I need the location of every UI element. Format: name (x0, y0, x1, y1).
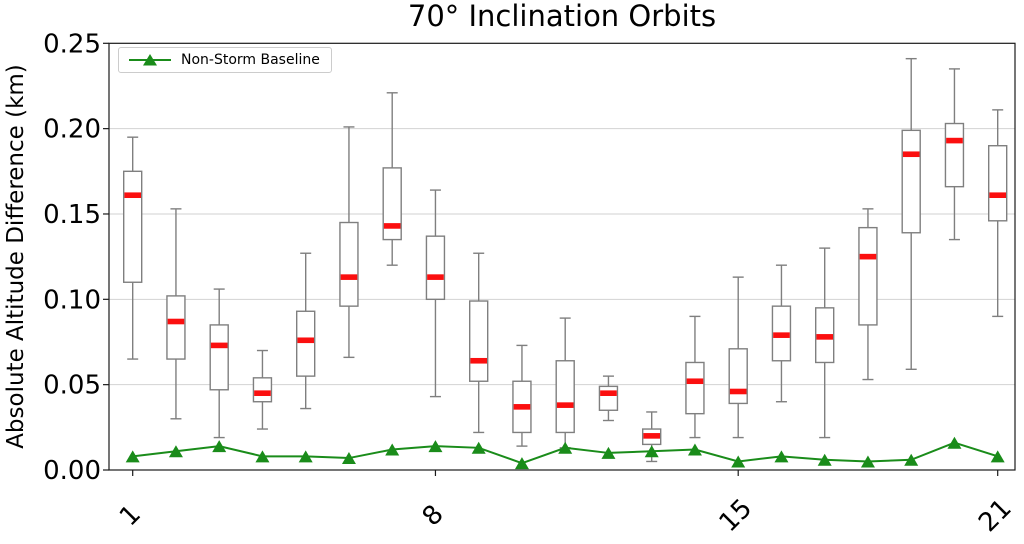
iqr-box (339, 221, 359, 307)
box-plot-item-21 (988, 109, 1008, 318)
baseline-marker-18 (860, 455, 875, 468)
box-plot-item-7 (382, 92, 402, 266)
baseline-marker-3 (212, 440, 227, 453)
baseline-marker-21 (990, 450, 1005, 463)
x-tick-label-15: 15 (714, 493, 759, 538)
median-line (297, 337, 314, 344)
iqr-box (425, 235, 446, 301)
iqr-box (988, 145, 1008, 222)
baseline-marker-17 (817, 453, 832, 466)
y-tick-label-0.10: 0.10 (43, 285, 101, 315)
legend-line-triangle-icon (129, 54, 171, 66)
median-line (989, 192, 1006, 199)
y-tick-label-0.25: 0.25 (43, 29, 101, 59)
box-plot-item-12 (598, 375, 619, 422)
median-line (340, 274, 358, 280)
iqr-box (252, 377, 273, 403)
baseline-marker-14 (687, 443, 702, 456)
box-plot-item-1 (122, 136, 143, 360)
median-line (686, 378, 704, 385)
iqr-box (858, 226, 878, 326)
median-line (427, 274, 444, 280)
y-tick-label-0.05: 0.05 (43, 371, 101, 401)
x-tick-label-8: 8 (417, 499, 450, 532)
median-line (556, 402, 574, 408)
baseline-marker-9 (471, 441, 486, 454)
box-plot-item-13 (642, 411, 662, 463)
iqr-box (685, 361, 705, 415)
median-line (729, 388, 747, 395)
median-line (210, 342, 228, 349)
box-plot-item-4 (252, 349, 273, 430)
box-plot-item-19 (901, 57, 921, 370)
median-line (254, 390, 271, 396)
box-plot-item-8 (425, 189, 446, 398)
iqr-box (728, 348, 748, 405)
box-plot-item-16 (771, 264, 792, 403)
baseline-marker-16 (774, 450, 789, 463)
legend: Non-Storm Baseline (118, 47, 332, 73)
baseline-marker-7 (385, 443, 400, 456)
y-tick-label-0.00: 0.00 (43, 456, 101, 486)
box-plot-item-20 (944, 68, 965, 241)
baseline-marker-6 (341, 452, 356, 465)
median-line (513, 404, 531, 410)
box-plot-item-15 (728, 276, 748, 439)
axes-frame (108, 42, 1016, 471)
baseline-marker-11 (558, 441, 573, 454)
iqr-box (166, 295, 186, 360)
legend-triangle-marker-icon (143, 54, 157, 66)
box-plot-item-17 (815, 247, 835, 439)
iqr-box (122, 170, 143, 283)
box-plot-item-2 (166, 208, 186, 420)
y-tick-label-0.20: 0.20 (43, 115, 101, 145)
median-line (816, 334, 833, 340)
x-tick-label-21: 21 (973, 493, 1018, 538)
iqr-box (944, 122, 965, 188)
box-plot-item-11 (555, 317, 575, 449)
baseline-marker-5 (298, 450, 313, 463)
median-line (124, 192, 141, 199)
iqr-box (901, 129, 921, 234)
baseline-marker-20 (947, 436, 962, 449)
baseline-marker-2 (168, 445, 183, 458)
iqr-box (555, 360, 575, 434)
box-plot-item-6 (339, 126, 359, 359)
box-plot-item-10 (512, 344, 532, 447)
box-plot-item-18 (858, 208, 878, 381)
baseline-marker-8 (428, 440, 443, 453)
legend-label: Non-Storm Baseline (181, 52, 320, 68)
median-line (383, 223, 401, 229)
baseline-marker-4 (255, 450, 270, 463)
median-line (946, 137, 963, 144)
box-plot-item-9 (469, 252, 489, 434)
box-plot-item-14 (685, 315, 705, 439)
y-tick-label-0.15: 0.15 (43, 200, 101, 230)
median-line (600, 390, 617, 396)
box-plot-item-5 (296, 252, 316, 410)
box-plot-item-3 (209, 288, 229, 439)
median-line (470, 357, 487, 364)
chart-title: 70° Inclination Orbits (407, 0, 717, 33)
iqr-box (469, 300, 489, 382)
median-line (167, 318, 185, 325)
median-line (902, 151, 920, 158)
baseline-marker-19 (904, 453, 919, 466)
iqr-box (296, 310, 316, 377)
baseline-marker-1 (125, 450, 140, 463)
x-tick-label-1: 1 (114, 499, 147, 532)
median-line (859, 253, 877, 260)
median-line (643, 433, 660, 439)
baseline-marker-10 (514, 457, 529, 470)
baseline-marker-15 (731, 455, 746, 468)
baseline-marker-12 (601, 446, 616, 459)
iqr-box (209, 324, 229, 391)
iqr-box (598, 385, 619, 411)
iqr-box (382, 167, 402, 241)
baseline-marker-13 (644, 445, 659, 458)
median-line (773, 332, 790, 338)
